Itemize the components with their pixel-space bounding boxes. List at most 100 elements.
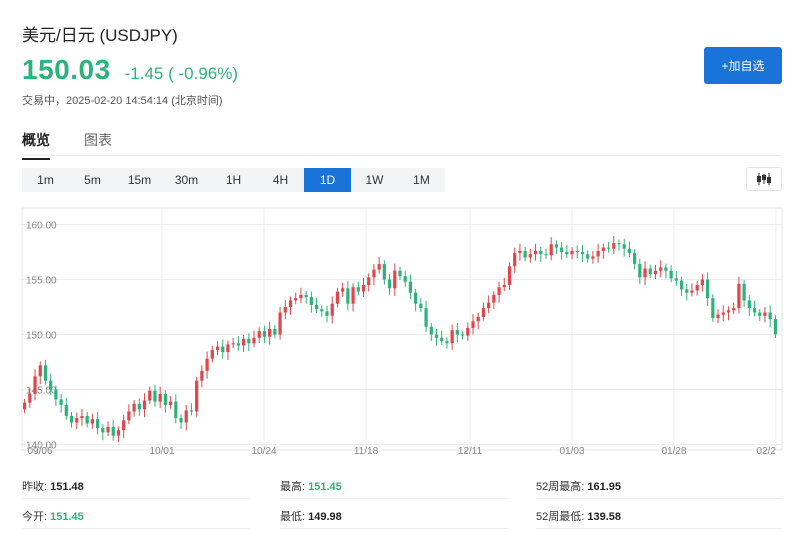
range-30m[interactable]: 30m <box>174 173 199 187</box>
candle <box>262 331 267 337</box>
x-tick-label: 11/18 <box>354 446 379 457</box>
candle <box>554 244 559 248</box>
candle <box>43 365 48 381</box>
candle <box>596 250 600 257</box>
candle <box>763 312 767 316</box>
candle <box>28 393 32 403</box>
instrument-title: 美元/日元 (USDJPY) <box>22 26 178 45</box>
candle <box>742 283 746 301</box>
tab-chart[interactable]: 图表 <box>84 132 112 148</box>
low-label: 最低: <box>280 511 306 523</box>
candle <box>299 294 303 299</box>
candle <box>268 329 272 337</box>
candle <box>294 298 298 301</box>
candle <box>513 253 517 267</box>
candle <box>440 337 444 342</box>
y-tick-label: 145.00 <box>26 386 57 397</box>
candle <box>54 389 58 400</box>
candle <box>612 243 616 249</box>
candle <box>382 264 386 280</box>
range-1d[interactable]: 1D <box>304 168 351 192</box>
candle <box>659 267 663 271</box>
candle <box>215 346 220 350</box>
candle <box>85 415 89 424</box>
candle <box>481 308 486 317</box>
open-value: 151.45 <box>50 511 84 523</box>
candle <box>95 419 100 428</box>
candle <box>586 254 590 259</box>
candle <box>570 250 574 255</box>
candle <box>455 330 459 335</box>
candle <box>372 269 376 278</box>
stat-divider <box>280 498 508 499</box>
candle <box>38 365 42 377</box>
candle <box>648 268 652 274</box>
candle <box>393 270 397 289</box>
tab-divider <box>22 155 782 156</box>
range-1w[interactable]: 1W <box>365 173 384 187</box>
range-1h[interactable]: 1H <box>225 173 242 187</box>
candle <box>116 430 121 436</box>
x-tick-label: 02/2 <box>757 446 777 457</box>
candle <box>502 285 506 288</box>
candle <box>737 283 741 309</box>
candle <box>408 281 413 293</box>
low-value: 149.98 <box>308 511 342 523</box>
candle <box>221 346 225 353</box>
candle <box>122 420 126 431</box>
candle <box>679 280 684 290</box>
w52-high-stat: 52周最高: 161.95 <box>536 478 621 494</box>
candle <box>685 289 689 293</box>
candle <box>487 302 491 309</box>
candle <box>768 312 772 320</box>
range-1mo[interactable]: 1M <box>413 173 430 187</box>
stat-divider <box>536 498 782 499</box>
candle <box>163 393 167 405</box>
candle <box>507 266 512 285</box>
candle <box>732 308 736 311</box>
candle <box>580 252 585 255</box>
x-tick-label: 12/11 <box>458 446 483 457</box>
add-to-watchlist-button[interactable]: +加自选 <box>704 47 782 84</box>
candle <box>544 254 548 256</box>
stat-divider <box>22 498 250 499</box>
candle <box>236 343 240 346</box>
candle <box>278 312 282 335</box>
range-4h[interactable]: 4H <box>272 173 289 187</box>
candle <box>257 331 261 338</box>
candle <box>606 247 611 249</box>
candle <box>351 287 355 304</box>
candle <box>695 285 699 291</box>
range-15m[interactable]: 15m <box>127 173 152 187</box>
high-stat: 最高: 151.45 <box>280 478 342 494</box>
high-value: 151.45 <box>308 481 342 493</box>
trading-status: 交易中，2025-02-20 14:54:14 (北京时间) <box>22 95 223 107</box>
candle <box>252 337 256 344</box>
candle <box>205 358 209 371</box>
candle <box>398 270 402 277</box>
candle <box>460 334 465 336</box>
tab-overview[interactable]: 概览 <box>22 130 50 160</box>
candle <box>195 380 199 412</box>
candle <box>549 244 553 256</box>
candle <box>346 288 350 304</box>
x-tick-label: 01/28 <box>661 446 686 457</box>
candle <box>241 338 246 346</box>
last-price: 150.03 <box>22 54 111 85</box>
chart-type-button[interactable] <box>746 167 782 191</box>
w52-low-stat: 52周最低: 139.58 <box>536 508 621 524</box>
range-1m[interactable]: 1m <box>37 173 54 187</box>
candle <box>445 341 449 344</box>
candle <box>726 310 731 313</box>
candle <box>226 344 230 353</box>
range-5m[interactable]: 5m <box>84 173 101 187</box>
candle <box>617 243 621 245</box>
prev-close-stat: 昨收: 151.48 <box>22 478 84 494</box>
candle <box>669 270 673 279</box>
candle <box>497 287 501 295</box>
candle <box>367 277 371 285</box>
candle <box>471 321 475 328</box>
candle <box>528 254 532 258</box>
candle <box>153 390 157 402</box>
